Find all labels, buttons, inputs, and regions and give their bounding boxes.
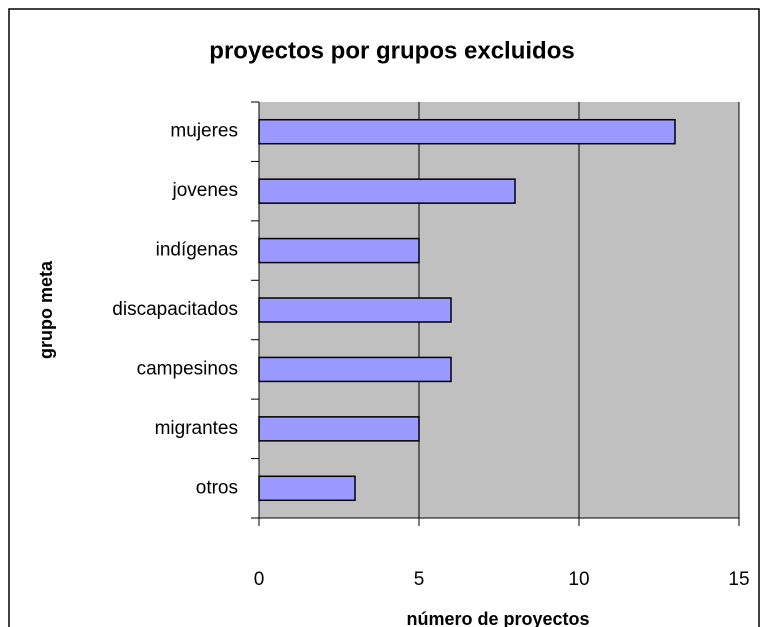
x-tick-label: 10 bbox=[568, 569, 589, 590]
bar bbox=[258, 237, 420, 264]
x-tick-label: 15 bbox=[728, 569, 749, 590]
y-axis-title: grupo meta bbox=[36, 260, 56, 359]
y-tick-label: jovenes bbox=[172, 180, 239, 201]
bar bbox=[258, 356, 452, 383]
x-tick-label: 5 bbox=[414, 569, 425, 590]
bar bbox=[258, 118, 676, 145]
x-tick-label: 0 bbox=[254, 569, 265, 590]
y-tick-label: otros bbox=[196, 477, 238, 498]
y-tick-label: indígenas bbox=[156, 240, 238, 261]
bar bbox=[258, 475, 356, 502]
bar bbox=[258, 178, 516, 204]
y-tick-label: discapacitados bbox=[112, 299, 238, 320]
bar bbox=[258, 416, 420, 442]
x-axis-title: número de proyectos bbox=[406, 609, 589, 627]
bar bbox=[258, 297, 452, 323]
chart-title: proyectos por grupos excluidos bbox=[209, 37, 574, 64]
y-tick-label: campesinos bbox=[137, 358, 238, 379]
y-tick-label: migrantes bbox=[155, 418, 238, 439]
y-tick-label: mujeres bbox=[170, 121, 238, 142]
